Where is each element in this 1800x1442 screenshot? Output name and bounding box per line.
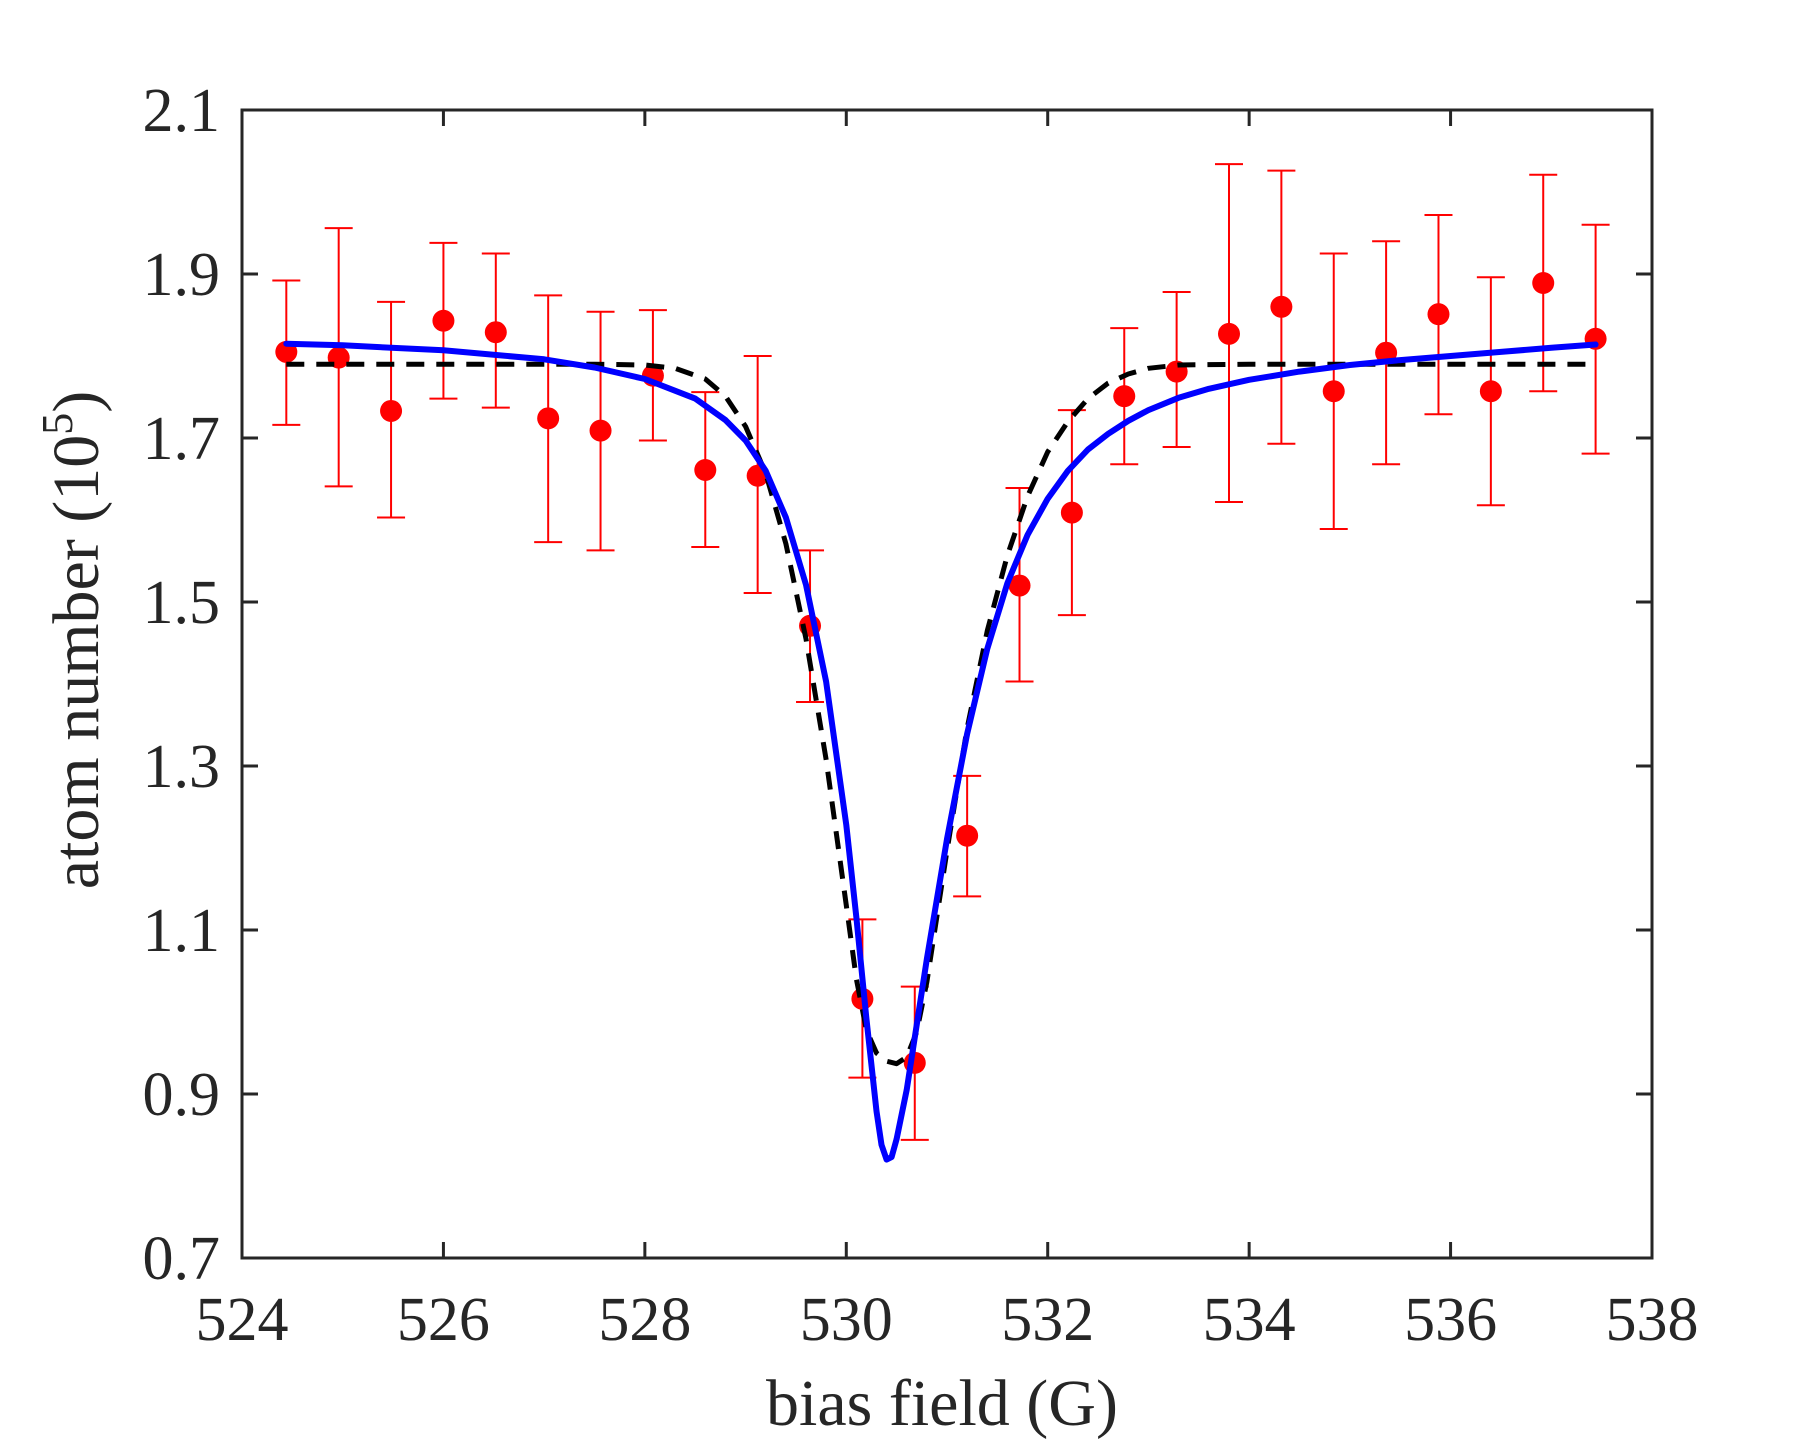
x-axis-label: bias field (G): [766, 1367, 1118, 1440]
solid-fit-line: [283, 340, 1599, 1163]
data-point: [1008, 574, 1031, 597]
x-tick-label: 526: [397, 1286, 490, 1354]
plot-frame: [240, 108, 1654, 1260]
tick-labels: 524 526 528 530 532 534 536 538 0.7 0.9 1.1 1.3 1.5 1…: [143, 77, 1699, 1354]
y-tick-label: 1.7: [143, 405, 221, 473]
x-tick-label: 532: [1001, 1286, 1094, 1354]
data-point: [956, 824, 979, 847]
data-point: [1532, 272, 1555, 295]
y-axis-label-main: atom number (10: [40, 435, 113, 890]
dashed-fit-line: [286, 361, 1596, 1067]
y-tick-label: 2.1: [143, 77, 221, 145]
data-point: [694, 458, 717, 481]
data-point: [1060, 501, 1083, 524]
y-tick-label: 1.1: [143, 897, 221, 965]
axes-layer: [240, 108, 1654, 1260]
data-point: [1218, 322, 1240, 345]
x-tick-label: 524: [196, 1286, 289, 1354]
data-point: [1427, 303, 1450, 326]
data-point: [537, 407, 560, 430]
data-point: [589, 419, 612, 442]
data-point: [1270, 295, 1293, 318]
x-tick-label: 538: [1606, 1286, 1699, 1354]
series-data: [272, 163, 1610, 1141]
x-tick-label: 536: [1404, 1286, 1497, 1354]
data-point: [380, 399, 403, 422]
y-axis-label-close: ): [40, 391, 113, 413]
data-point: [1113, 385, 1136, 408]
y-tick-label: 1.5: [143, 569, 221, 637]
series-solid-fit: [283, 340, 1599, 1163]
y-tick-label: 0.7: [143, 1225, 221, 1293]
data-point: [1322, 380, 1345, 403]
y-axis-label: atom number (105): [33, 391, 113, 890]
data-point: [432, 309, 455, 332]
x-tick-label: 534: [1203, 1286, 1296, 1354]
series-layer: [272, 163, 1610, 1163]
y-tick-label: 1.9: [143, 241, 221, 309]
y-tick-label: 0.9: [143, 1061, 221, 1129]
x-tick-label: 530: [800, 1286, 893, 1354]
y-axis-label-exponent: 5: [33, 413, 82, 435]
y-tick-label: 1.3: [143, 733, 221, 801]
series-dashed-fit: [286, 361, 1596, 1067]
x-tick-label: 528: [598, 1286, 691, 1354]
data-point: [1479, 380, 1502, 403]
data-point: [484, 321, 507, 344]
